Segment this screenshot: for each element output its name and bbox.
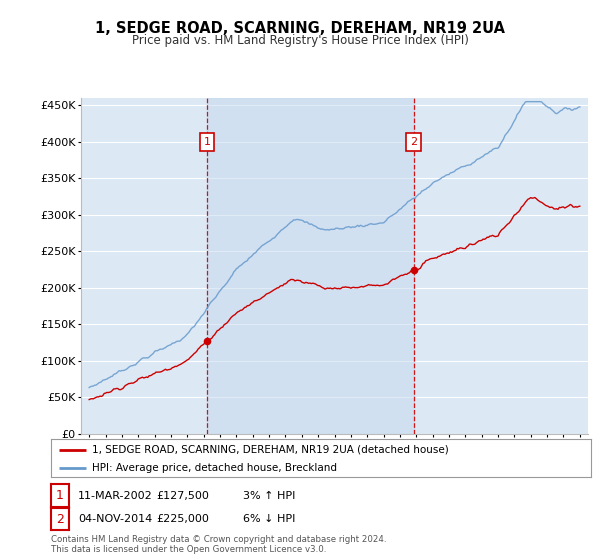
Text: £225,000: £225,000 [156,514,209,524]
Text: This data is licensed under the Open Government Licence v3.0.: This data is licensed under the Open Gov… [51,545,326,554]
Bar [207,98,414,434]
Text: 04-NOV-2014: 04-NOV-2014 [78,514,152,524]
Text: Contains HM Land Registry data © Crown copyright and database right 2024.: Contains HM Land Registry data © Crown c… [51,535,386,544]
Text: 2: 2 [56,512,64,526]
Text: 1: 1 [203,137,211,147]
Text: 1, SEDGE ROAD, SCARNING, DEREHAM, NR19 2UA: 1, SEDGE ROAD, SCARNING, DEREHAM, NR19 2… [95,21,505,36]
Text: 3% ↑ HPI: 3% ↑ HPI [243,491,295,501]
Text: 6% ↓ HPI: 6% ↓ HPI [243,514,295,524]
Text: 1, SEDGE ROAD, SCARNING, DEREHAM, NR19 2UA (detached house): 1, SEDGE ROAD, SCARNING, DEREHAM, NR19 2… [91,445,448,455]
Point [202,337,212,346]
Text: Price paid vs. HM Land Registry's House Price Index (HPI): Price paid vs. HM Land Registry's House … [131,34,469,46]
Text: 1: 1 [56,489,64,502]
Text: HPI: Average price, detached house, Breckland: HPI: Average price, detached house, Brec… [91,463,337,473]
Text: £127,500: £127,500 [156,491,209,501]
Text: 2: 2 [410,137,418,147]
Point [409,265,419,274]
Text: 11-MAR-2002: 11-MAR-2002 [78,491,153,501]
